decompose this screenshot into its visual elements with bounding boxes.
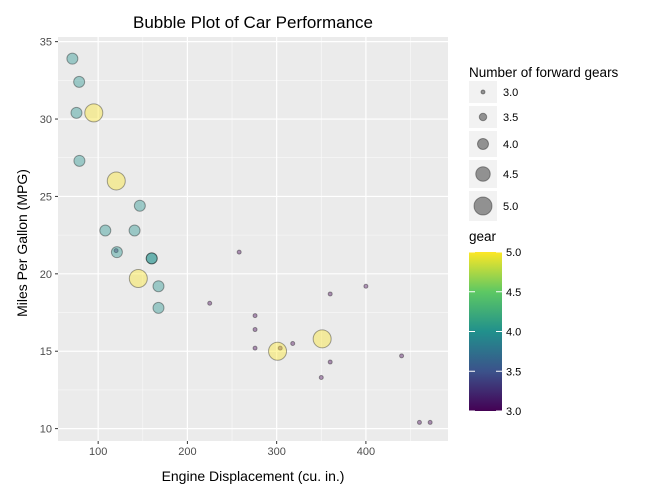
data-point xyxy=(318,375,324,381)
size-legend-key xyxy=(469,106,497,128)
data-point xyxy=(84,103,104,123)
data-point xyxy=(133,199,146,212)
data-point xyxy=(113,248,119,254)
data-point xyxy=(399,353,405,359)
data-point xyxy=(128,268,148,288)
data-point xyxy=(252,345,258,351)
size-legend-key xyxy=(469,160,497,188)
color-legend-title: gear xyxy=(469,229,497,244)
x-axis-ticks: 100 200 300 400 xyxy=(89,441,375,458)
data-point xyxy=(252,313,258,319)
y-tick-label: 35 xyxy=(40,37,52,49)
size-legend-keys: 3.0 3.5 4.0 4.5 5.0 xyxy=(469,81,518,221)
data-point xyxy=(73,75,86,88)
colorbar-ticks: 3.0 3.5 4.0 4.5 5.0 xyxy=(469,247,521,418)
minor-gridlines xyxy=(58,37,448,441)
y-tick-label: 15 xyxy=(40,346,52,358)
x-axis-title: Engine Displacement (cu. in.) xyxy=(162,468,345,484)
data-point xyxy=(106,171,126,191)
x-tick-label: 200 xyxy=(178,446,196,458)
size-legend-marker xyxy=(473,196,493,216)
size-legend-label: 3.5 xyxy=(503,112,518,124)
y-tick-label: 10 xyxy=(40,424,52,436)
y-axis-title: Miles Per Gallon (MPG) xyxy=(14,169,30,317)
plot-panel xyxy=(58,37,448,441)
y-tick-label: 25 xyxy=(40,191,52,203)
x-tick-label: 400 xyxy=(357,446,375,458)
colorbar-tick-label: 5.0 xyxy=(506,247,521,259)
data-point xyxy=(312,329,332,349)
data-point xyxy=(268,341,288,361)
size-legend-label: 5.0 xyxy=(503,201,518,213)
data-point xyxy=(427,419,433,425)
data-point xyxy=(327,291,333,297)
size-legend-title: Number of forward gears xyxy=(469,65,619,80)
size-legend-label: 4.0 xyxy=(503,139,518,151)
data-point xyxy=(73,154,86,167)
data-point xyxy=(416,419,422,425)
data-point xyxy=(327,359,333,365)
size-legend-marker xyxy=(480,89,486,95)
x-tick-label: 300 xyxy=(267,446,285,458)
size-legend-label: 4.5 xyxy=(503,169,518,181)
data-point xyxy=(277,345,283,351)
colorbar-tick-label: 4.5 xyxy=(506,287,521,299)
y-tick-label: 20 xyxy=(40,269,52,281)
data-point xyxy=(152,301,165,314)
data-point xyxy=(66,52,79,65)
size-legend-marker xyxy=(477,138,489,150)
major-gridlines xyxy=(58,37,448,441)
chart-title: Bubble Plot of Car Performance xyxy=(133,13,373,32)
data-points xyxy=(66,52,433,425)
x-tick-label: 100 xyxy=(89,446,107,458)
data-point xyxy=(207,300,213,306)
size-legend-key xyxy=(469,131,497,157)
data-point xyxy=(290,340,296,346)
color-legend: gear 3.0 3.5 4.0 4.5 5.0 xyxy=(469,229,521,418)
size-legend-marker xyxy=(475,166,491,182)
colorbar-tick-label: 3.0 xyxy=(506,406,521,418)
y-tick-label: 30 xyxy=(40,114,52,126)
data-point xyxy=(128,224,141,237)
size-legend: Number of forward gears 3.0 3.5 4.0 4.5 5.0 xyxy=(469,65,619,221)
data-point xyxy=(145,252,158,265)
data-point xyxy=(236,249,242,255)
data-point xyxy=(99,224,112,237)
y-axis-ticks: 10 15 20 25 30 35 xyxy=(40,37,58,436)
colorbar-tick-label: 3.5 xyxy=(506,366,521,378)
size-legend-label: 3.0 xyxy=(503,87,518,99)
size-legend-key xyxy=(469,81,497,103)
data-point xyxy=(252,327,258,333)
data-point xyxy=(145,252,158,265)
size-legend-marker xyxy=(478,112,488,122)
data-point xyxy=(152,280,165,293)
colorbar-tick-label: 4.0 xyxy=(506,327,521,339)
size-legend-key xyxy=(469,191,497,221)
data-point xyxy=(110,246,123,259)
data-point xyxy=(70,106,83,119)
data-point xyxy=(363,283,369,289)
